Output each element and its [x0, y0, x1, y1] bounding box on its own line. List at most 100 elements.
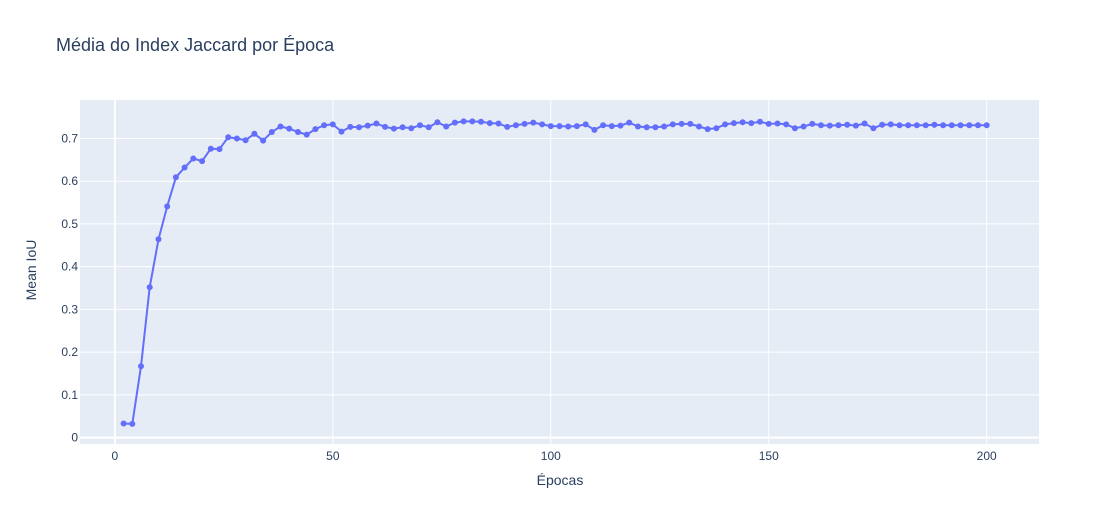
- data-point: [443, 123, 450, 130]
- data-point: [434, 119, 441, 126]
- data-point: [966, 122, 973, 129]
- y-axis-title: Mean IoU: [23, 240, 39, 301]
- data-point: [495, 120, 502, 127]
- data-point: [687, 120, 694, 127]
- data-point: [809, 120, 816, 127]
- data-point: [172, 174, 179, 181]
- y-tick-label: 0: [71, 431, 78, 445]
- x-tick-label: 200: [977, 449, 997, 463]
- data-point: [277, 123, 284, 130]
- data-point: [164, 203, 171, 210]
- data-point: [425, 124, 432, 131]
- data-point: [661, 123, 668, 130]
- data-point: [356, 124, 362, 131]
- chart-title: Média do Index Jaccard por Época: [56, 35, 335, 55]
- data-point: [591, 126, 598, 133]
- data-point: [983, 122, 990, 129]
- data-point: [364, 122, 371, 129]
- data-point: [199, 158, 206, 165]
- x-tick-label: 150: [759, 449, 779, 463]
- data-point: [948, 122, 955, 129]
- data-point: [382, 123, 389, 130]
- data-point: [905, 122, 912, 129]
- data-point: [329, 121, 336, 128]
- data-point: [626, 119, 633, 126]
- data-point: [260, 137, 267, 144]
- data-point: [295, 129, 301, 135]
- data-point: [730, 120, 737, 127]
- data-point: [643, 124, 650, 131]
- data-point: [861, 120, 868, 127]
- data-point: [913, 122, 920, 129]
- x-axis-title: Épocas: [537, 472, 584, 488]
- series-points: [120, 118, 990, 427]
- data-point: [469, 118, 476, 125]
- data-point: [608, 123, 615, 130]
- data-point: [417, 122, 423, 129]
- data-point: [783, 121, 790, 128]
- data-point: [791, 125, 798, 132]
- data-point: [852, 122, 859, 129]
- data-point: [975, 122, 981, 129]
- data-point: [617, 122, 624, 129]
- data-point: [826, 122, 833, 129]
- plot-area: [80, 100, 1039, 444]
- data-point: [922, 122, 929, 129]
- data-point: [887, 121, 894, 128]
- y-tick-label: 0.2: [61, 345, 78, 359]
- data-point: [818, 122, 824, 129]
- x-gridlines: [113, 100, 988, 444]
- data-point: [321, 122, 328, 129]
- y-tick-label: 0.4: [61, 260, 78, 274]
- data-point: [713, 125, 720, 132]
- data-point: [268, 129, 275, 135]
- data-point: [800, 123, 807, 130]
- data-point: [251, 130, 258, 137]
- data-point: [129, 420, 136, 427]
- data-point: [748, 120, 755, 127]
- data-point: [155, 236, 162, 243]
- data-point: [504, 123, 511, 130]
- x-tick-label: 50: [326, 449, 340, 463]
- data-point: [669, 121, 676, 128]
- data-point: [390, 125, 397, 132]
- data-point: [312, 126, 319, 133]
- data-point: [652, 124, 659, 131]
- data-point: [957, 122, 964, 129]
- x-tick-label: 100: [541, 449, 561, 463]
- data-point: [451, 119, 458, 126]
- data-point: [216, 146, 223, 153]
- data-point: [207, 145, 214, 152]
- data-point: [704, 126, 711, 133]
- data-point: [181, 164, 188, 171]
- data-point: [879, 121, 886, 128]
- y-tick-label: 0.5: [61, 217, 78, 231]
- data-point: [774, 120, 781, 127]
- data-point: [678, 120, 685, 127]
- data-point: [399, 124, 406, 131]
- y-tick-label: 0.7: [61, 131, 78, 145]
- data-point: [582, 121, 589, 128]
- data-point: [757, 118, 763, 125]
- data-point: [521, 120, 528, 127]
- data-point: [146, 284, 153, 291]
- data-point: [338, 128, 345, 135]
- data-point: [286, 125, 293, 132]
- data-point: [408, 125, 415, 132]
- data-point: [556, 123, 563, 130]
- data-point: [486, 120, 493, 127]
- y-tick-label: 0.1: [61, 388, 78, 402]
- data-point: [931, 121, 938, 128]
- data-point: [460, 118, 467, 125]
- data-point: [233, 135, 240, 142]
- series-line: [123, 120, 987, 425]
- data-point: [739, 119, 746, 126]
- y-tick-label: 0.6: [61, 174, 78, 188]
- data-point: [225, 134, 232, 141]
- data-point: [844, 121, 851, 128]
- data-point: [835, 122, 842, 129]
- data-point: [242, 137, 249, 144]
- data-point: [347, 123, 354, 130]
- data-point: [870, 125, 877, 132]
